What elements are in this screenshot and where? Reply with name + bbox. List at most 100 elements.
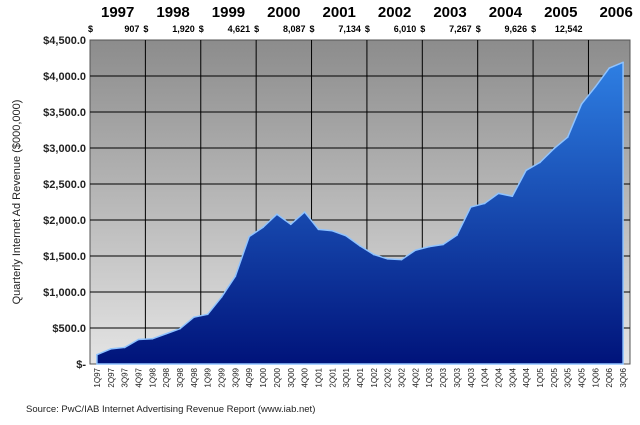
data-point [193,316,195,319]
x-tick-label: 2Q01 [328,367,337,387]
annual-total: 8,087 [283,24,306,34]
data-point [428,245,431,248]
annual-currency: $ [199,24,204,34]
y-axis-label: Quarterly Internet Ad Revenue ($000,000) [11,100,23,305]
x-tick-label: 3Q04 [508,367,517,387]
annual-total: 1,920 [172,24,195,34]
data-point [303,211,306,213]
y-tick-label: $2,000.0 [43,215,86,227]
x-tick-label: 2Q99 [218,367,227,387]
x-tick-label: 4Q02 [411,367,420,387]
data-point [151,338,154,340]
data-point [248,235,251,238]
data-point [276,213,278,216]
revenue-area [96,61,624,365]
year-label: 2001 [323,4,356,21]
x-tick-label: 1Q99 [204,367,213,387]
data-point [206,313,209,316]
x-tick-label: 1Q00 [259,367,268,387]
x-tick-label: 1Q97 [93,367,102,387]
data-point [262,226,264,228]
x-tick-label: 2Q06 [605,367,614,387]
x-tick-label: 2Q05 [550,367,559,387]
y-tick-label: $2,500.0 [43,179,86,191]
annual-currency: $ [476,24,481,34]
x-tick-label: 2Q02 [384,367,393,387]
data-point [511,195,514,198]
data-point [553,147,555,150]
year-label: 1998 [156,4,189,21]
x-tick-label: 3Q01 [342,367,351,387]
x-tick-label: 3Q05 [564,367,573,387]
data-point [373,253,375,256]
data-point [317,228,320,231]
x-tick-label: 2Q00 [273,367,282,387]
annual-total: 9,626 [505,24,528,34]
y-tick-label: $4,000.0 [43,71,86,83]
data-point [179,327,181,330]
x-tick-label: 2Q98 [162,367,171,387]
data-point [331,230,334,232]
x-tick-label: 4Q00 [301,367,310,387]
data-point [456,234,458,236]
data-point [137,338,140,341]
data-point [539,161,541,164]
y-tick-label: $500.0 [52,323,86,335]
x-tick-label: 2Q03 [439,367,448,387]
data-point [622,61,624,64]
data-point [414,249,417,252]
data-point [525,169,527,172]
y-tick-label: $- [76,359,86,371]
x-tick-label: 4Q97 [134,367,143,387]
x-tick-label: 1Q05 [536,367,545,387]
data-point [109,348,112,350]
data-point [442,243,444,246]
x-tick-label: 1Q02 [370,367,379,387]
x-tick-label: 4Q04 [522,367,531,387]
x-tick-label: 4Q03 [467,367,476,387]
annual-total: 7,134 [338,24,361,34]
x-tick-label: 3Q00 [287,367,296,387]
year-label: 1999 [212,4,245,21]
x-tick-label: 3Q97 [121,367,130,387]
x-tick-label: 2Q97 [107,367,116,387]
year-label: 2000 [267,4,300,21]
data-point [386,258,389,260]
data-point [594,86,597,88]
annual-currency: $ [143,24,148,34]
y-tick-label: $3,500.0 [43,107,86,119]
annual-currency: $ [88,24,93,34]
data-point [123,346,126,349]
data-point [289,223,292,226]
data-point [234,275,237,277]
x-tick-label: 1Q98 [148,367,157,387]
annual-total: 907 [124,24,139,34]
y-tick-label: $3,000.0 [43,143,86,155]
data-point [359,245,361,247]
annual-currency: $ [254,24,259,34]
x-tick-label: 4Q98 [190,367,199,387]
data-point [96,353,98,356]
x-tick-label: 3Q06 [619,367,628,387]
year-label: 2004 [489,4,523,21]
x-tick-label: 1Q06 [591,367,600,387]
x-tick-label: 4Q99 [245,367,254,387]
annual-total: 7,267 [449,24,472,34]
annual-total: 4,621 [228,24,251,34]
data-point [608,67,611,69]
data-point [220,296,223,298]
y-tick-label: $4,500.0 [43,35,86,47]
x-tick-label: 1Q01 [314,367,323,387]
year-label: 2005 [544,4,577,21]
x-tick-label: 1Q03 [425,367,434,387]
x-tick-label: 4Q01 [356,367,365,387]
year-label: 2006 [599,4,632,21]
x-tick-label: 1Q04 [481,367,490,387]
annual-total: 6,010 [394,24,417,34]
x-tick-label: 3Q98 [176,367,185,387]
annual-total: 12,542 [555,24,583,34]
y-tick-label: $1,000.0 [43,287,86,299]
year-label: 1997 [101,4,134,21]
x-tick-label: 3Q99 [231,367,240,387]
y-tick-label: $1,500.0 [43,251,86,263]
